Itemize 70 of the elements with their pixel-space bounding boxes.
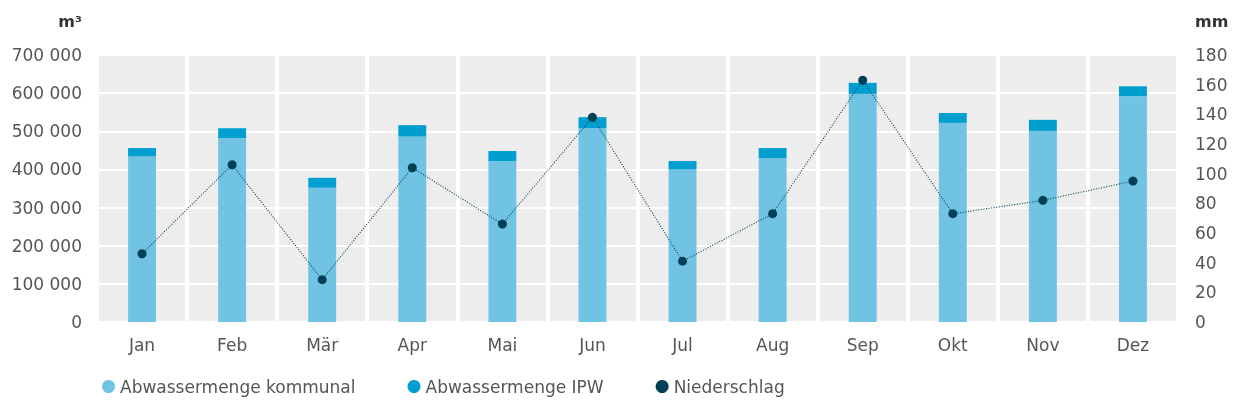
point [587,112,597,122]
y2-tick-label: 120 [1195,134,1228,154]
bar [758,148,787,158]
bar [218,138,247,322]
point [497,219,507,229]
y2-tick-label: 60 [1195,223,1217,243]
bar [668,161,697,170]
bar [128,148,156,157]
legend-label: Niederschlag [673,376,785,397]
y2-tick-label: 0 [1195,312,1206,332]
x-tick-label: Sep [846,334,879,355]
x-tick-label: Jul [671,334,693,355]
point [948,209,958,219]
bar [848,93,877,322]
bar [1119,86,1147,97]
bar [668,169,697,322]
x-tick-label: Nov [1026,334,1060,355]
point [768,209,778,219]
point [407,163,417,173]
bar [398,125,427,137]
point [1038,195,1048,205]
y-tick-label: 600 000 [11,83,82,104]
y2-tick-label: 80 [1195,193,1217,214]
bar [1028,119,1057,131]
point [858,75,868,85]
y-tick-label: 300 000 [11,197,82,218]
bar [398,136,427,322]
y-tick-label: 0 [71,312,82,332]
bar [758,157,787,322]
y-tick-label: 200 000 [11,235,82,256]
point [137,249,147,259]
bar [308,177,337,188]
x-tick-label: Jun [578,334,606,355]
y2-tick-label: 180 [1195,45,1228,65]
bar [488,151,517,162]
legend-label: Abwassermenge kommunal [120,376,356,397]
point [1128,176,1138,186]
x-tick-label: Mai [487,334,518,355]
bar [1119,96,1147,322]
x-tick-label: Okt [937,334,969,355]
bar [938,112,967,123]
x-tick-label: Feb [217,334,248,355]
legend-label: Abwassermenge IPW [425,376,604,397]
bar [308,187,337,322]
y2-axis-title: mm [1195,11,1229,31]
x-tick-label: Apr [397,334,427,355]
bar [488,161,517,322]
x-tick-label: Jan [127,334,156,355]
y2-tick-label: 100 [1195,163,1228,184]
x-tick-label: Mär [306,334,339,355]
y2-tick-label: 40 [1195,252,1217,273]
bar [218,128,247,139]
bar [848,82,877,94]
y-axis-title: m³ [58,11,82,31]
bar [1028,130,1057,322]
y-tick-label: 100 000 [11,273,82,294]
bar [128,156,156,322]
y-tick-label: 700 000 [11,45,82,65]
y2-tick-label: 160 [1195,74,1228,95]
point [227,160,237,170]
x-tick-label: Dez [1116,334,1150,355]
y-tick-label: 500 000 [11,121,82,142]
point [678,256,688,266]
bar [938,122,967,322]
y2-tick-label: 140 [1195,104,1228,125]
x-tick-label: Aug [756,334,790,355]
bar [578,128,607,322]
point [317,275,327,285]
y2-tick-label: 20 [1195,282,1217,303]
y-tick-label: 400 000 [11,159,82,180]
